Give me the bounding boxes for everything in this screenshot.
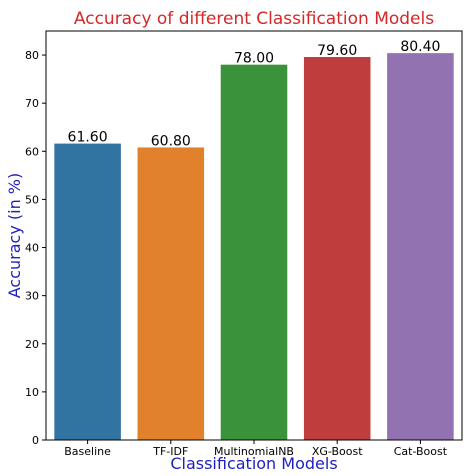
bars-group: 61.60 60.80 78.00 79.60 80.40 [54, 39, 454, 441]
y-tick-label: 0 [32, 434, 39, 447]
x-tick-label: TF-IDF [152, 445, 188, 458]
data-label: 80.40 [400, 39, 440, 55]
data-label: 78.00 [234, 51, 274, 67]
data-label: 61.60 [68, 130, 108, 146]
bar-multinomialnb [220, 64, 288, 441]
y-tick-label: 20 [25, 338, 39, 351]
x-axis-ticks: Baseline TF-IDF MultinomialNB XG-Boost Cat-B… [64, 440, 448, 458]
x-tick-label: Baseline [64, 445, 111, 458]
plot-frame [45, 30, 463, 441]
bar-xg-boost [303, 56, 371, 441]
bar-baseline [54, 143, 121, 441]
data-label: 79.60 [317, 43, 357, 59]
y-tick-label: 40 [25, 242, 39, 255]
x-tick-label: XG-Boost [312, 445, 363, 458]
y-tick-label: 10 [25, 386, 39, 399]
y-axis-label: Accuracy (in %) [5, 173, 24, 299]
x-tick-label: MultinomialNB [214, 445, 294, 458]
y-tick-label: 70 [25, 97, 39, 110]
y-axis-ticks: 0 10 20 30 40 50 60 70 80 [25, 49, 46, 447]
bar-tf-idf [137, 147, 205, 440]
x-tick-label: Cat-Boost [394, 445, 448, 458]
bar-cat-boost [387, 53, 454, 440]
y-tick-label: 60 [25, 145, 39, 158]
x-axis-label: Classification Models [170, 454, 337, 473]
y-tick-label: 80 [25, 49, 39, 62]
y-tick-label: 50 [25, 193, 39, 206]
y-tick-label: 30 [25, 290, 39, 303]
data-label: 60.80 [151, 133, 191, 149]
chart-title: Accuracy of different Classification Mod… [74, 9, 434, 29]
